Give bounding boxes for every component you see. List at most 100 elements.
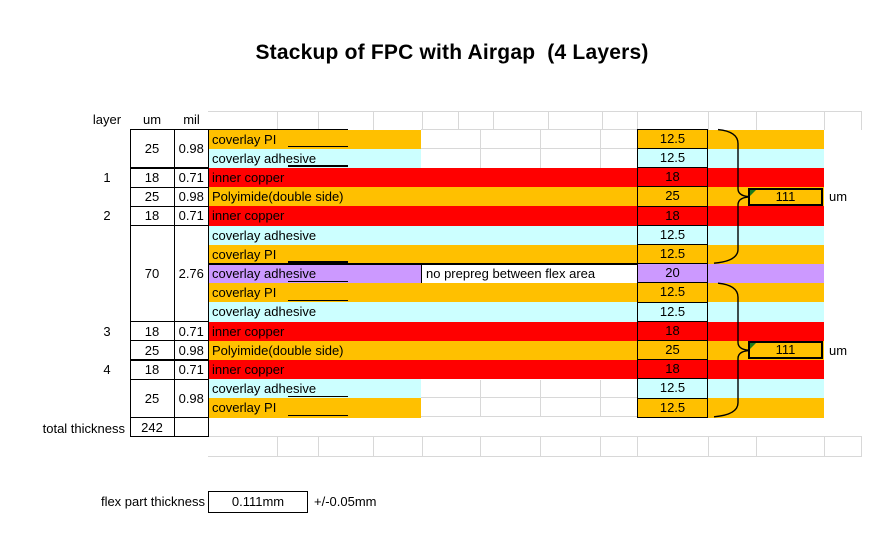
stackup-row-band-left: [208, 398, 421, 418]
column-header-layer: layer: [92, 112, 122, 127]
stackup-row-band-left: [208, 379, 421, 399]
gridline: [208, 111, 862, 112]
gridline: [422, 111, 423, 130]
layer-material-label: coverlay adhesive: [212, 150, 317, 166]
label-underline: [288, 261, 348, 263]
gridline: [373, 111, 374, 130]
layer-number: 3: [103, 323, 111, 339]
gridline: [480, 379, 481, 417]
label-underline: [288, 415, 348, 417]
gridline: [421, 416, 637, 418]
thickness-value-cell[interactable]: 20: [637, 263, 708, 284]
gridline: [421, 397, 637, 398]
error-indicator-icon: [750, 189, 756, 196]
subtotal-callout-cell[interactable]: 111: [748, 187, 823, 206]
stackup-row-band-right: [708, 264, 824, 284]
error-indicator-icon: [750, 343, 756, 350]
gridline: [602, 111, 603, 130]
callout-unit-label: um: [829, 342, 848, 358]
gridline: [756, 111, 757, 130]
um-cell[interactable]: 70: [129, 225, 175, 323]
layer-material-label: coverlay adhesive: [212, 266, 317, 281]
thickness-value-cell[interactable]: 12.5: [637, 224, 708, 246]
gridline: [277, 111, 278, 130]
total-thickness-value-cell[interactable]: 242: [129, 417, 175, 438]
gridline: [824, 436, 825, 456]
thickness-value-cell[interactable]: 12.5: [637, 148, 708, 169]
flex-part-thickness-value-cell[interactable]: 0.111mm: [208, 491, 308, 513]
page-title: Stackup of FPC with Airgap (4 Layers): [255, 41, 649, 64]
thickness-value-cell[interactable]: 18: [637, 167, 708, 188]
gridline: [480, 130, 481, 168]
mil-cell[interactable]: 0.71: [173, 205, 209, 227]
column-header-mil: mil: [183, 112, 200, 127]
row-outline-top: [208, 263, 708, 265]
thickness-value-cell[interactable]: 25: [637, 186, 708, 208]
label-underline: [288, 165, 348, 167]
gridline: [600, 436, 601, 456]
layer-material-label: Polyimide(double side): [212, 342, 344, 358]
row-outline-divider: [421, 264, 423, 284]
gridline: [493, 111, 494, 130]
callout-unit-label: um: [829, 189, 848, 205]
um-cell[interactable]: 18: [129, 167, 175, 188]
gridline: [480, 436, 481, 456]
layer-material-label: coverlay PI: [212, 400, 277, 416]
flex-part-thickness-label: flex part thickness: [100, 494, 205, 509]
gridline: [208, 456, 862, 457]
thickness-value-cell[interactable]: 12.5: [637, 282, 708, 304]
thickness-value-cell[interactable]: 18: [637, 359, 708, 380]
thickness-value-cell[interactable]: 12.5: [637, 397, 708, 419]
total-thickness-empty-cell[interactable]: [173, 417, 209, 438]
gridline: [756, 436, 757, 456]
layer-material-label: coverlay PI: [212, 246, 277, 262]
gridline: [600, 379, 601, 417]
label-underline: [288, 280, 348, 282]
um-cell[interactable]: 18: [129, 321, 175, 342]
stackup-row-band-left: [208, 129, 421, 149]
layer-material-label: coverlay adhesive: [212, 381, 317, 397]
gridline: [637, 111, 638, 130]
stackup-row-band-left: [208, 264, 421, 284]
subtotal-callout-cell[interactable]: 111: [748, 341, 823, 360]
layer-material-label: coverlay PI: [212, 131, 277, 147]
mil-cell[interactable]: 0.98: [173, 129, 209, 169]
thickness-value-cell[interactable]: 12.5: [637, 378, 708, 400]
gridline: [421, 129, 637, 131]
thickness-value-cell[interactable]: 25: [637, 340, 708, 361]
flex-part-thickness-tolerance: +/-0.05mm: [314, 494, 377, 509]
column-header-um: um: [142, 112, 162, 127]
layer-material-label: coverlay adhesive: [212, 227, 317, 243]
label-underline: [288, 299, 348, 302]
gridline: [277, 436, 278, 456]
gridline: [422, 436, 423, 456]
mil-cell[interactable]: 2.76: [173, 225, 209, 323]
um-cell[interactable]: 25: [129, 129, 175, 169]
gridline: [824, 111, 825, 130]
gridline: [318, 111, 319, 130]
gridline: [861, 436, 862, 456]
total-thickness-label: total thickness: [42, 421, 125, 436]
label-underline: [288, 146, 348, 148]
um-cell[interactable]: 18: [129, 359, 175, 380]
layer-material-label: coverlay adhesive: [212, 304, 317, 320]
stackup-row-band-left: [208, 148, 421, 168]
gridline: [708, 111, 709, 130]
layer-material-label: inner copper: [212, 170, 285, 185]
thickness-value-cell[interactable]: 18: [637, 320, 708, 342]
label-underline: [288, 395, 348, 398]
gridline: [540, 436, 541, 456]
gridline: [600, 130, 601, 168]
layer-material-label: inner copper: [212, 362, 285, 377]
layer-number: 2: [103, 208, 111, 224]
gridline: [708, 436, 709, 456]
layer-number: 4: [103, 362, 111, 377]
gridline: [540, 379, 541, 417]
layer-material-label: inner copper: [212, 208, 285, 224]
layer-material-label: Polyimide(double side): [212, 189, 344, 205]
